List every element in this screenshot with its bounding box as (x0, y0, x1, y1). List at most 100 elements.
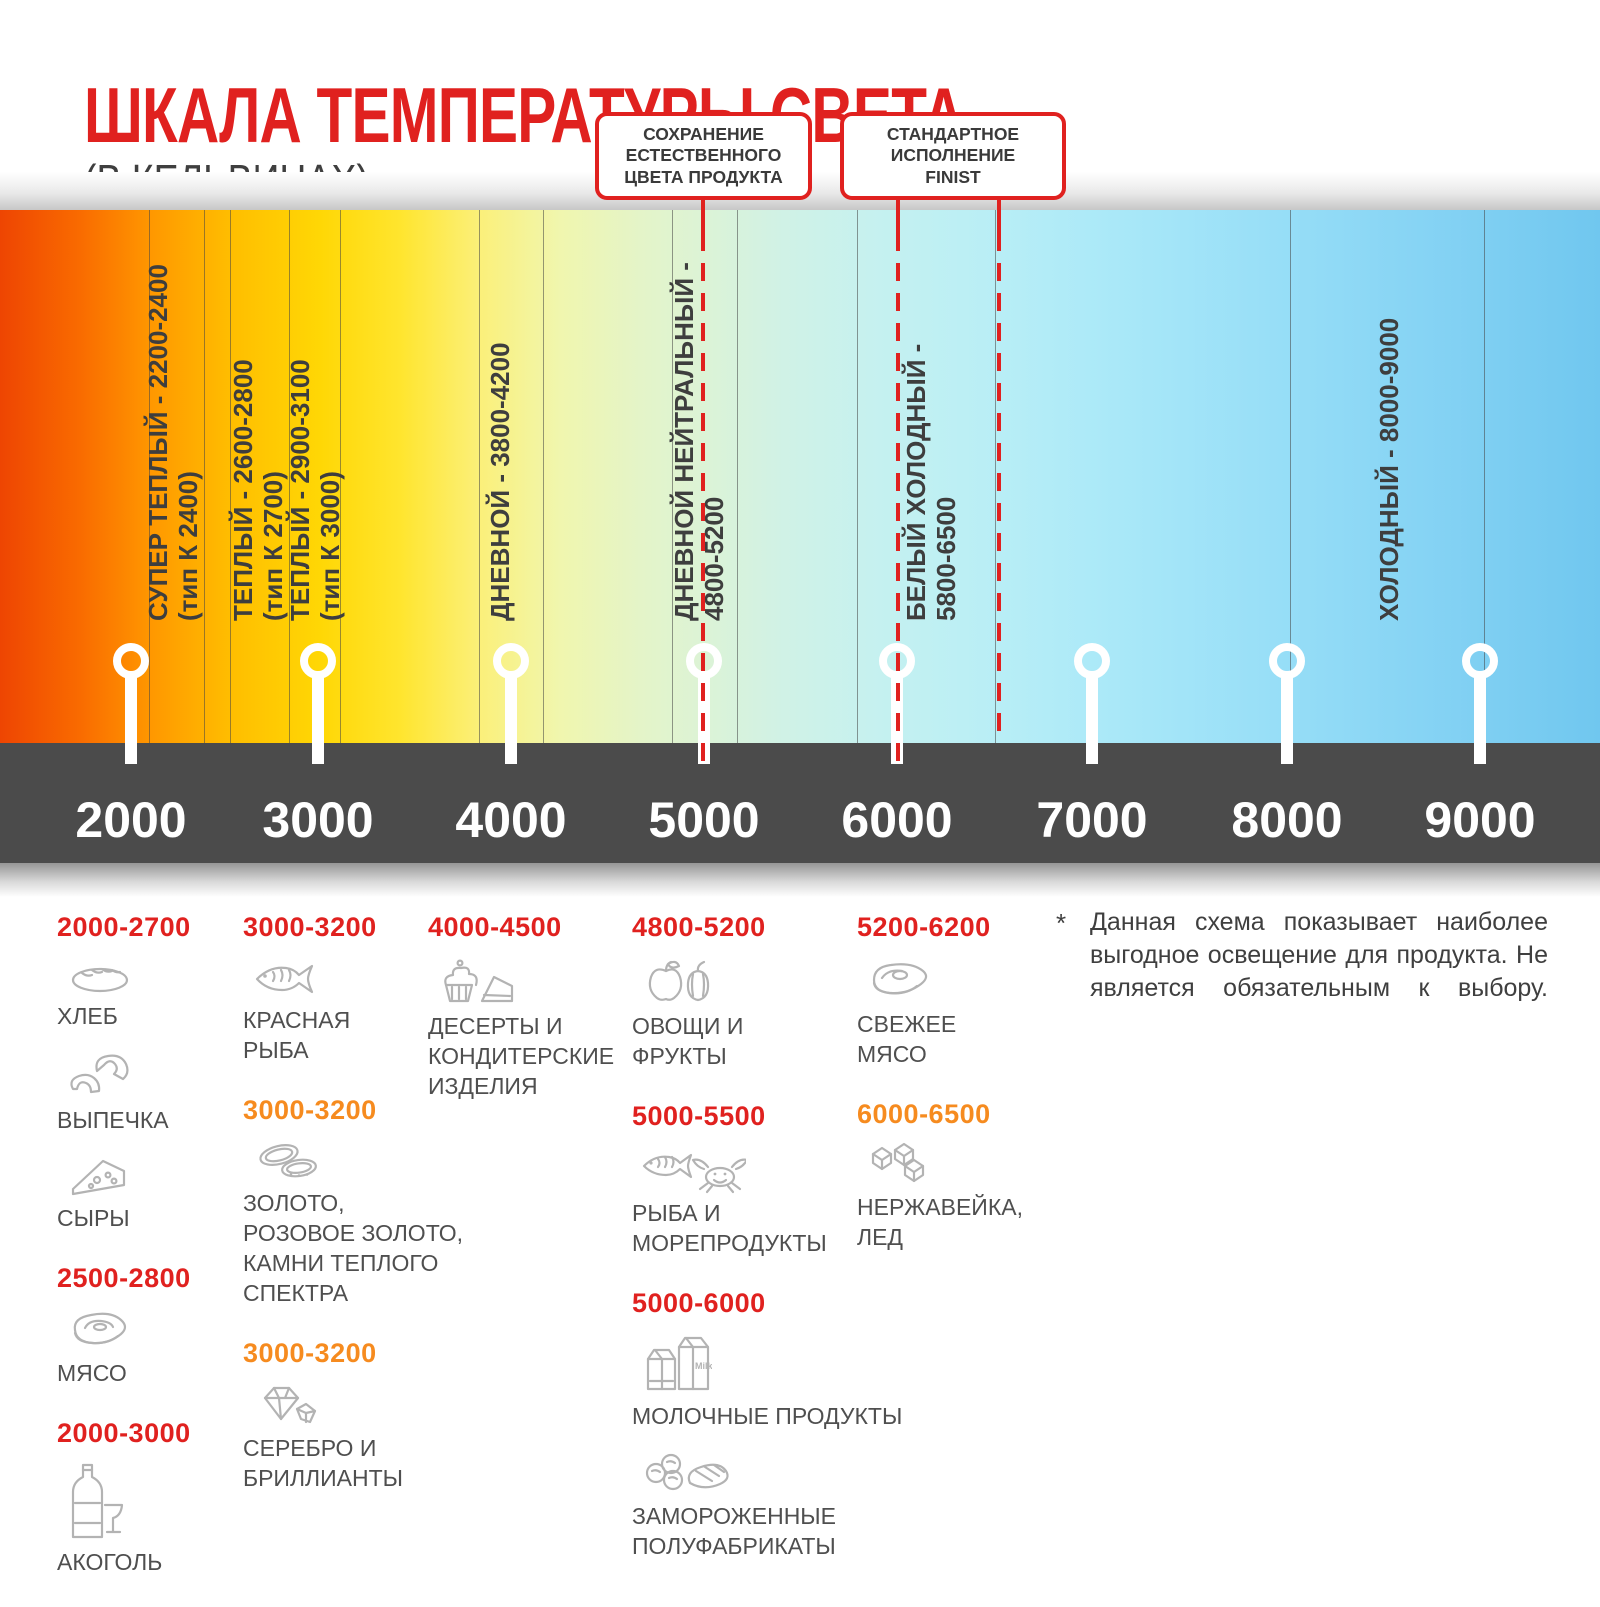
zone-gridline (479, 210, 480, 743)
callout-stem-6500 (997, 197, 1001, 233)
zone-label-daylight: ДНЕВНОЙ - 3800-4200 (485, 342, 515, 621)
callout-dashed-line-5000 (701, 233, 705, 768)
product-label: КРАСНАЯ (243, 1007, 351, 1033)
range-label: 4800-5200 (632, 912, 766, 942)
marker-pin-8000 (1269, 643, 1305, 764)
zone-gridline (737, 210, 738, 743)
pin-ring-icon (300, 643, 336, 679)
product-column-2: 3000-3200 КРАСНАЯ РЫБА 3000-3200 (243, 912, 478, 1523)
pin-ring-icon (1074, 643, 1110, 679)
product-label: ХЛЕБ (57, 1003, 118, 1029)
zone-gridline (1484, 210, 1485, 743)
range-label: 5200-6200 (857, 912, 991, 942)
pin-ring-icon (493, 643, 529, 679)
product-label: СПЕКТРА (243, 1280, 349, 1306)
product-item-bread: ХЛЕБ (57, 955, 237, 1031)
pin-ring-icon (1269, 643, 1305, 679)
zone-gridline (230, 210, 231, 743)
callout-natural-color: СОХРАНЕНИЕ ЕСТЕСТВЕННОГО ЦВЕТА ПРОДУКТА (595, 112, 812, 200)
product-label: МОЛОЧНЫЕ ПРОДУКТЫ (632, 1403, 903, 1429)
bread-icon (67, 955, 237, 997)
product-label: КАМНИ ТЕПЛОГО (243, 1250, 439, 1276)
marker-pin-7000 (1074, 643, 1110, 764)
range-label: 5000-6000 (632, 1288, 766, 1318)
meat-icon (67, 1306, 237, 1354)
axis-tick-5000: 5000 (648, 792, 760, 848)
product-item-vegetables: ОВОЩИ И ФРУКТЫ (632, 955, 867, 1071)
axis-tick-4000: 4000 (455, 792, 567, 848)
kelvin-spectrum-strip: СУПЕР ТЕПЛЫЙ - 2200-2400 (тип К 2400) ТЕП… (0, 210, 1600, 764)
product-item-pastry: ВЫПЕЧКА (57, 1047, 237, 1135)
zone-gridline (857, 210, 858, 743)
zone-gridline (340, 210, 341, 743)
axis-tick-2000: 2000 (75, 792, 187, 848)
range-label: 2500-2800 (57, 1263, 191, 1293)
pin-stem (125, 678, 137, 764)
footnote-text: Данная схема показывает наиболее выгодно… (1090, 908, 1548, 1002)
product-label: МЯСО (57, 1360, 127, 1386)
axis-tick-8000: 8000 (1231, 792, 1343, 848)
callout-line: ИСПОЛНЕНИЕ (890, 145, 1016, 166)
pin-stem (505, 678, 517, 764)
product-label: МОРЕПРОДУКТЫ (632, 1230, 827, 1256)
range-label: 3000-3200 (243, 1095, 377, 1125)
zone-gridline (995, 210, 996, 743)
fresh-meat-icon (867, 955, 1057, 1005)
product-column-1: 2000-2700 ХЛЕБ ВЫПЕЧКА (57, 912, 237, 1607)
marker-pin-9000 (1462, 643, 1498, 764)
footnote-asterisk: * (1056, 908, 1067, 938)
product-column-5: 5200-6200 СВЕЖЕЕ МЯСО 6000-6500 (857, 912, 1057, 1282)
product-label: ВЫПЕЧКА (57, 1107, 169, 1133)
fish-icon (253, 955, 478, 1001)
callout-finist-standard: СТАНДАРТНОЕ ИСПОЛНЕНИЕ FINIST (840, 112, 1066, 200)
pin-stem (1086, 678, 1098, 764)
zone-label-cold-white: БЕЛЫЙ ХОЛОДНЫЙ -5800-6500 (901, 343, 961, 621)
product-label: ЗАМОРОЖЕННЫЕ (632, 1503, 837, 1529)
ice-icon (867, 1142, 1057, 1188)
product-item-alcohol: АКОГОЛЬ (57, 1461, 237, 1577)
rings-icon (253, 1138, 478, 1184)
page-title: ШКАЛА ТЕМПЕРАТУРЫ СВЕТА (84, 71, 965, 159)
marker-pin-4000 (493, 643, 529, 764)
product-label: РЫБА И (632, 1200, 721, 1226)
range-label: 2000-2700 (57, 912, 191, 942)
product-item-red-fish: КРАСНАЯ РЫБА (243, 955, 478, 1065)
alcohol-icon (67, 1461, 237, 1543)
axis-tick-7000: 7000 (1036, 792, 1148, 848)
product-label: ИЗДЕЛИЯ (428, 1073, 538, 1099)
range-label: 6000-6500 (857, 1099, 991, 1129)
pin-stem (1474, 678, 1486, 764)
product-item-ice: НЕРЖАВЕЙКА, ЛЕД (857, 1142, 1057, 1252)
seafood-icon (642, 1144, 867, 1194)
range-label: 2000-3000 (57, 1418, 191, 1448)
product-label: ДЕСЕРТЫ И (428, 1013, 563, 1039)
callout-line: СОХРАНЕНИЕ (643, 123, 764, 144)
range-label: 3000-3200 (243, 1338, 377, 1368)
product-label: ОВОЩИ И (632, 1013, 744, 1039)
callout-dashed-line-6000 (896, 233, 900, 768)
zone-label-super-warm: СУПЕР ТЕПЛЫЙ - 2200-2400 (тип К 2400) (143, 264, 203, 621)
axis-tick-3000: 3000 (262, 792, 374, 848)
kelvin-axis-bar: 2000 3000 4000 5000 6000 7000 8000 9000 (0, 743, 1600, 863)
pin-stem (312, 678, 324, 764)
product-item-desserts: ДЕСЕРТЫ И КОНДИТЕРСКИЕ ИЗДЕЛИЯ (428, 955, 628, 1101)
zone-gridline (543, 210, 544, 743)
zone-gridline (149, 210, 150, 743)
desserts-icon (438, 955, 628, 1007)
product-label: ЗОЛОТО, (243, 1190, 345, 1216)
axis-tick-9000: 9000 (1424, 792, 1536, 848)
product-item-frozen: ЗАМОРОЖЕННЫЕ ПОЛУФАБРИКАТЫ (632, 1447, 867, 1561)
product-label: РЫБА (243, 1037, 309, 1063)
product-label: ФРУКТЫ (632, 1043, 727, 1069)
product-label: МЯСО (857, 1041, 927, 1067)
product-item-meat: МЯСО (57, 1306, 237, 1388)
product-item-cheese: СЫРЫ (57, 1151, 237, 1233)
callout-dashed-line-6500 (997, 233, 1001, 743)
product-label: СВЕЖЕЕ (857, 1011, 957, 1037)
zone-label-cold: ХОЛОДНЫЙ - 8000-9000 (1374, 317, 1404, 621)
product-label: СЫРЫ (57, 1205, 130, 1231)
product-label: КОНДИТЕРСКИЕ (428, 1043, 615, 1069)
zone-gridline (1290, 210, 1291, 743)
product-label: ЛЕД (857, 1224, 904, 1250)
diamond-icon (253, 1381, 478, 1429)
